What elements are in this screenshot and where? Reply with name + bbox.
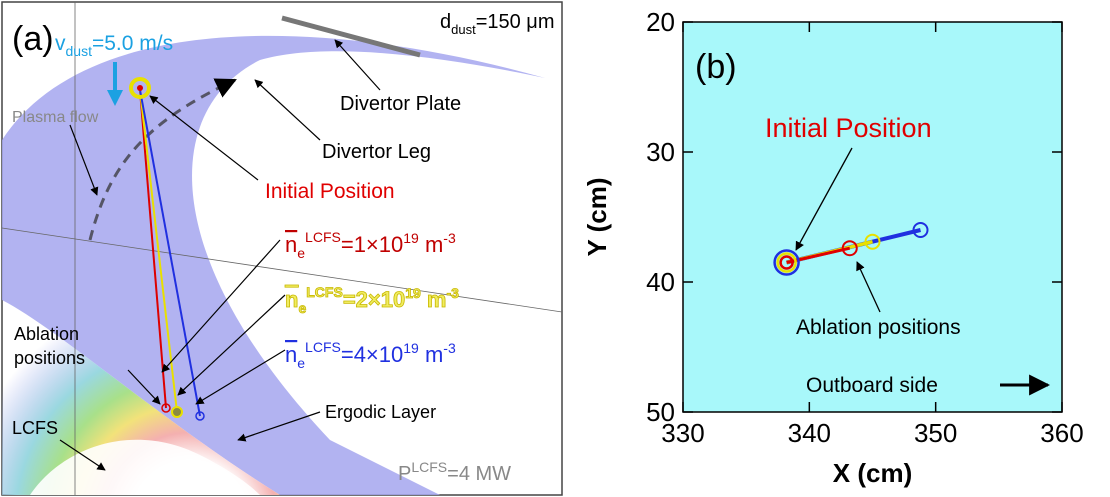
panel-label: (b) — [695, 48, 737, 86]
x-tick-label: 360 — [1040, 418, 1083, 448]
initial-marker — [137, 85, 143, 91]
ablation-marker — [172, 407, 182, 417]
panel-a: (a) vdust=5.0 m/s ddust=150 μm Plasma fl… — [2, 2, 562, 495]
figure: (a) vdust=5.0 m/s ddust=150 μm Plasma fl… — [0, 0, 1110, 497]
annotation: LCFS — [12, 418, 58, 438]
annotation: Ablation — [14, 324, 79, 344]
y-tick-label: 50 — [646, 397, 675, 427]
annotation: positions — [14, 348, 85, 368]
x-axis-label: X (cm) — [833, 458, 912, 488]
x-tick-label: 340 — [788, 418, 831, 448]
annotation: Plasma flow — [12, 109, 99, 126]
panel-label: (a) — [12, 20, 54, 58]
annotation: Divertor Plate — [340, 93, 461, 115]
y-tick-label: 20 — [646, 7, 675, 37]
y-tick-label: 30 — [646, 137, 675, 167]
plot-area — [683, 22, 1062, 412]
annotation: Ablation positions — [796, 316, 961, 339]
annotation: Ergodic Layer — [325, 402, 436, 422]
annotation: Divertor Leg — [322, 141, 431, 163]
annotation: Initial Position — [265, 180, 395, 203]
annotation: Outboard side — [806, 374, 938, 397]
x-tick-label: 350 — [914, 418, 957, 448]
y-axis-label: Y (cm) — [582, 178, 612, 257]
y-tick-label: 40 — [646, 267, 675, 297]
annotation: Initial Position — [765, 113, 932, 143]
